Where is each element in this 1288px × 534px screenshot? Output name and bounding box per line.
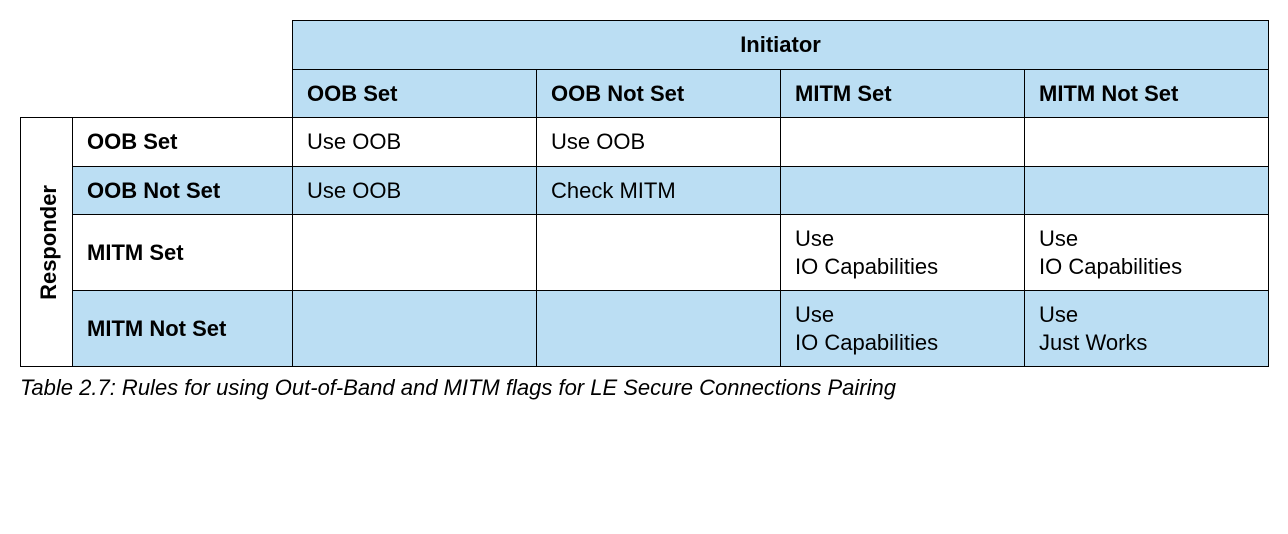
- corner-blank: [73, 21, 293, 70]
- cell-1-2: [781, 166, 1025, 215]
- cell-2-0: [293, 215, 537, 291]
- cell-2-3: UseIO Capabilities: [1025, 215, 1269, 291]
- row-group-header-cell: Responder: [21, 118, 73, 367]
- cell-3-1: [537, 291, 781, 367]
- table-caption: Table 2.7: Rules for using Out-of-Band a…: [20, 367, 1268, 401]
- rules-table: Initiator OOB Set OOB Not Set MITM Set M…: [20, 20, 1269, 367]
- table-row: MITM Set UseIO Capabilities UseIO Capabi…: [21, 215, 1269, 291]
- cell-1-1: Check MITM: [537, 166, 781, 215]
- table-row: Responder OOB Set Use OOB Use OOB: [21, 118, 1269, 167]
- cell-0-2: [781, 118, 1025, 167]
- cell-3-3: UseJust Works: [1025, 291, 1269, 367]
- row-label-2: MITM Set: [73, 215, 293, 291]
- cell-2-1: [537, 215, 781, 291]
- col-header-3: MITM Not Set: [1025, 69, 1269, 118]
- corner-blank: [21, 21, 73, 70]
- row-group-header: Responder: [35, 185, 63, 300]
- cell-0-0: Use OOB: [293, 118, 537, 167]
- cell-0-1: Use OOB: [537, 118, 781, 167]
- table-container: Initiator OOB Set OOB Not Set MITM Set M…: [20, 20, 1268, 401]
- corner-blank: [21, 69, 73, 118]
- col-header-1: OOB Not Set: [537, 69, 781, 118]
- col-header-0: OOB Set: [293, 69, 537, 118]
- table-header-row-2: OOB Set OOB Not Set MITM Set MITM Not Se…: [21, 69, 1269, 118]
- table-header-row-1: Initiator: [21, 21, 1269, 70]
- corner-blank: [73, 69, 293, 118]
- cell-3-0: [293, 291, 537, 367]
- cell-0-3: [1025, 118, 1269, 167]
- cell-2-2: UseIO Capabilities: [781, 215, 1025, 291]
- row-label-0: OOB Set: [73, 118, 293, 167]
- table-row: OOB Not Set Use OOB Check MITM: [21, 166, 1269, 215]
- cell-1-3: [1025, 166, 1269, 215]
- col-group-header: Initiator: [293, 21, 1269, 70]
- table-row: MITM Not Set UseIO Capabilities UseJust …: [21, 291, 1269, 367]
- row-label-3: MITM Not Set: [73, 291, 293, 367]
- col-header-2: MITM Set: [781, 69, 1025, 118]
- cell-3-2: UseIO Capabilities: [781, 291, 1025, 367]
- cell-1-0: Use OOB: [293, 166, 537, 215]
- row-label-1: OOB Not Set: [73, 166, 293, 215]
